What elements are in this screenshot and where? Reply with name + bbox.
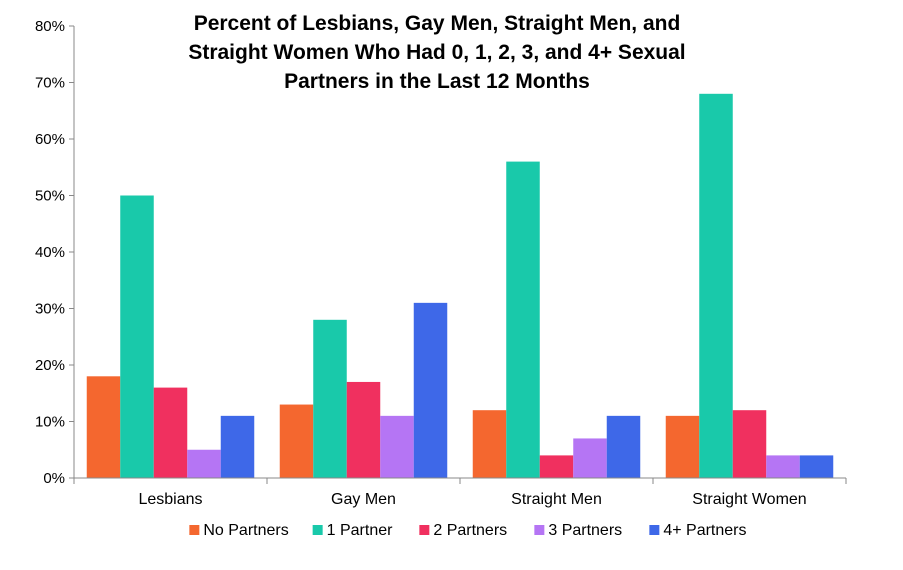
y-tick-label: 30% <box>35 301 65 318</box>
legend-label-1-partner: 1 Partner <box>327 522 393 539</box>
bar-3-partners-lesbians <box>187 449 221 478</box>
legend-label-3-partners: 3 Partners <box>548 522 622 539</box>
x-axis: Lesbians Gay Men Straight Men Straight Wome… <box>73 477 847 508</box>
bar-no-partners-gay-men <box>279 404 314 478</box>
chart-title-line-3: Partners in the Last 12 Months <box>284 70 590 93</box>
y-tick-label: 50% <box>35 188 65 205</box>
legend-label-4-partners: 4+ Partners <box>663 522 746 539</box>
y-tick-label: 80% <box>35 18 65 35</box>
bar-no-partners-lesbians <box>86 376 121 478</box>
bar-no-partners-straight-men <box>472 410 507 478</box>
bar-4-partners-gay-men <box>413 302 448 478</box>
x-category-label: Straight Women <box>692 491 806 508</box>
bar-1-partner-gay-men <box>313 319 347 478</box>
chart-title: Percent of Lesbians, Gay Men, Straight M… <box>188 12 685 93</box>
y-tick-label: 20% <box>35 357 65 374</box>
bar-no-partners-straight-women <box>665 415 700 478</box>
y-tick-label: 0% <box>43 470 65 487</box>
legend-label-no-partners: No Partners <box>203 522 288 539</box>
legend: No Partners 1 Partner 2 Partners 3 Partners… <box>189 522 747 539</box>
bar-1-partner-straight-men <box>506 161 540 478</box>
bar-4-partners-straight-men <box>606 415 641 478</box>
bar-1-partner-straight-women <box>699 93 733 479</box>
legend-label-2-partners: 2 Partners <box>433 522 507 539</box>
bar-2-partners-lesbians <box>153 387 188 478</box>
bar-3-partners-gay-men <box>380 415 414 478</box>
bar-3-partners-straight-women <box>766 455 800 478</box>
bar-1-partner-lesbians <box>120 195 154 478</box>
chart-title-line-2: Straight Women Who Had 0, 1, 2, 3, and 4… <box>188 41 685 64</box>
y-axis: 0% 10% 20% 30% 40% 50% 60% 70% 80% <box>35 18 75 487</box>
legend-swatch-3-partners <box>534 525 545 535</box>
legend-swatch-no-partners <box>189 525 200 535</box>
legend-swatch-1-partner <box>312 525 323 535</box>
x-category-label: Lesbians <box>138 491 202 508</box>
bar-2-partners-straight-women <box>732 410 767 478</box>
bar-3-partners-straight-men <box>573 438 607 478</box>
bars-group <box>86 93 834 479</box>
y-tick-label: 10% <box>35 414 65 431</box>
y-tick-label: 70% <box>35 75 65 92</box>
bar-4-partners-straight-women <box>799 455 834 478</box>
bar-4-partners-lesbians <box>220 415 255 478</box>
y-tick-label: 60% <box>35 131 65 148</box>
legend-swatch-2-partners <box>419 525 430 535</box>
bar-2-partners-gay-men <box>346 381 381 478</box>
chart-title-line-1: Percent of Lesbians, Gay Men, Straight M… <box>194 12 681 35</box>
y-tick-label: 40% <box>35 244 65 261</box>
legend-swatch-4-partners <box>649 525 660 535</box>
x-category-label: Straight Men <box>511 491 602 508</box>
bar-2-partners-straight-men <box>539 455 574 478</box>
x-category-label: Gay Men <box>331 491 396 508</box>
